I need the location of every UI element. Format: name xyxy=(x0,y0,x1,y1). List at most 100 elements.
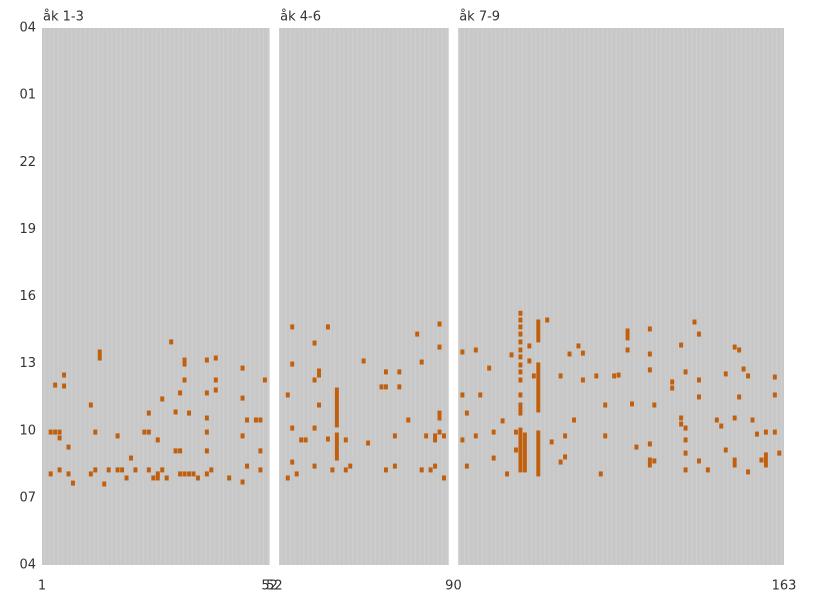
cell xyxy=(397,384,402,390)
cell xyxy=(437,429,442,435)
cell xyxy=(53,429,58,435)
cell xyxy=(683,467,688,473)
cell xyxy=(424,433,429,439)
cell xyxy=(88,471,93,477)
cell xyxy=(343,437,348,443)
cell xyxy=(182,377,187,383)
cell xyxy=(679,415,684,421)
cell xyxy=(518,331,523,337)
run xyxy=(97,349,102,361)
cell xyxy=(88,402,93,408)
cell xyxy=(594,373,599,379)
y-tick-label: 04 xyxy=(19,21,36,36)
cell xyxy=(487,365,492,371)
cell xyxy=(683,437,688,443)
cell xyxy=(406,417,411,423)
cell xyxy=(433,463,438,469)
cell xyxy=(509,352,514,358)
cell xyxy=(527,343,532,349)
cell xyxy=(491,455,496,461)
cell xyxy=(146,429,151,435)
cell xyxy=(155,437,160,443)
cell xyxy=(772,429,777,435)
cell xyxy=(361,358,366,364)
cell xyxy=(57,467,62,473)
cell xyxy=(630,401,634,407)
cell xyxy=(182,471,187,477)
cell xyxy=(62,383,67,389)
cell xyxy=(518,377,523,383)
cell xyxy=(527,358,532,364)
cell xyxy=(115,433,120,439)
cell xyxy=(772,374,777,380)
panel-title: åk 4-6 xyxy=(280,10,321,25)
cell xyxy=(563,433,568,439)
cell xyxy=(558,459,563,465)
cell xyxy=(598,471,603,477)
cell xyxy=(549,439,554,445)
cell xyxy=(518,354,523,360)
cell xyxy=(299,437,304,443)
cell xyxy=(518,324,523,330)
cell xyxy=(428,467,433,473)
cell xyxy=(692,319,697,325)
cell xyxy=(93,429,98,435)
cell xyxy=(303,437,308,443)
cell xyxy=(204,357,209,363)
cell xyxy=(419,359,424,365)
cell xyxy=(133,467,138,473)
cell xyxy=(750,417,755,423)
cell xyxy=(518,407,523,413)
cell xyxy=(330,467,335,473)
cell xyxy=(558,373,563,379)
x-tick-label: 163 xyxy=(772,579,797,594)
cell xyxy=(518,310,523,316)
cell xyxy=(124,475,129,481)
cell xyxy=(679,421,684,427)
cell xyxy=(647,351,652,357)
cell xyxy=(625,347,630,353)
cell xyxy=(48,471,53,477)
cell xyxy=(240,365,245,371)
cell xyxy=(178,471,183,477)
cell xyxy=(66,471,71,477)
cell xyxy=(164,475,169,481)
cell xyxy=(732,344,737,350)
cell xyxy=(187,471,192,477)
cell xyxy=(464,463,469,469)
cell xyxy=(612,373,617,379)
y-tick-label: 16 xyxy=(19,289,36,304)
cell xyxy=(634,444,639,450)
run xyxy=(522,432,527,473)
cell xyxy=(160,396,165,402)
cell xyxy=(106,467,111,473)
cell xyxy=(325,436,330,442)
cell xyxy=(343,467,348,473)
cell xyxy=(696,331,701,337)
cell xyxy=(240,395,245,401)
cell xyxy=(71,480,75,486)
cell xyxy=(460,392,465,398)
cell xyxy=(285,392,290,398)
cell xyxy=(227,475,232,481)
cell xyxy=(741,366,746,372)
cell xyxy=(151,475,156,481)
cell xyxy=(652,402,657,408)
cell xyxy=(317,372,322,378)
cell xyxy=(759,457,764,463)
cell xyxy=(392,433,397,439)
cell xyxy=(433,437,438,443)
run xyxy=(647,457,652,468)
cell xyxy=(290,459,295,465)
cell xyxy=(245,417,250,423)
cell xyxy=(258,448,263,454)
cell xyxy=(253,417,258,423)
cell xyxy=(213,377,218,383)
cell xyxy=(518,369,523,375)
cell xyxy=(518,347,523,353)
cell xyxy=(102,481,107,487)
cell xyxy=(746,373,751,379)
cell xyxy=(258,417,263,423)
run xyxy=(518,427,523,473)
cell xyxy=(383,467,388,473)
